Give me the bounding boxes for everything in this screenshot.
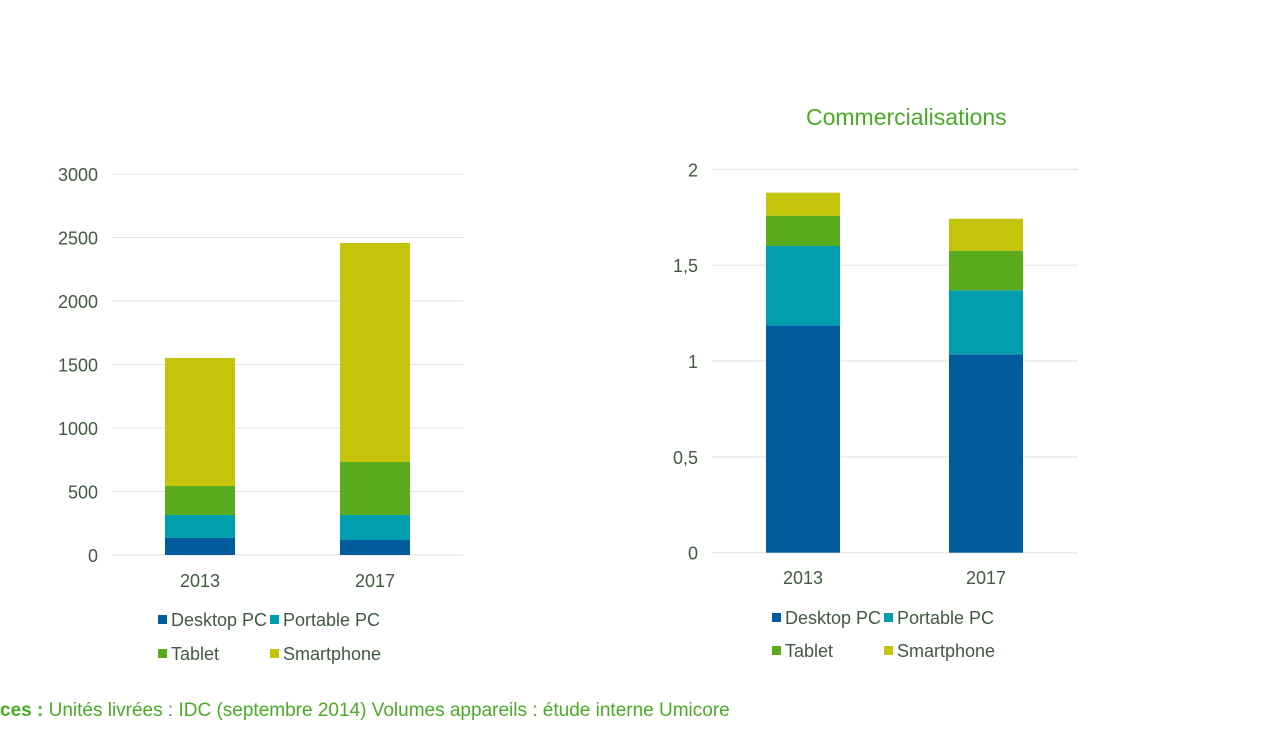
x-tick-label: 2013 [783, 568, 823, 588]
y-tick-label: 1 [688, 352, 698, 372]
y-tick-label: 2500 [58, 229, 98, 249]
legend-swatch [158, 649, 167, 658]
bar-segment-tablet-2013 [766, 215, 840, 246]
bar-segment-tablet-2017 [340, 462, 410, 515]
sources-label: ces : [0, 700, 44, 721]
y-tick-label: 1000 [58, 419, 98, 439]
y-tick-label: 2000 [58, 292, 98, 312]
bar-segment-portable-pc-2013 [165, 514, 235, 538]
y-tick-label: 1500 [58, 356, 98, 376]
legend-label: Portable PC [283, 610, 380, 630]
legend-label: Tablet [785, 641, 833, 661]
legend-label: Portable PC [897, 608, 994, 628]
x-tick-label: 2013 [180, 571, 220, 591]
legend-swatch [772, 613, 781, 622]
legend-swatch [270, 615, 279, 624]
legend-label: Smartphone [283, 644, 381, 664]
bar-segment-portable-pc-2013 [766, 245, 840, 326]
bar-segment-desktop-pc-2013 [165, 537, 235, 555]
bar-segment-tablet-2017 [949, 250, 1023, 291]
x-tick-label: 2017 [966, 568, 1006, 588]
bar-segment-desktop-pc-2017 [340, 540, 410, 555]
bar-segment-smartphone-2017 [340, 242, 410, 463]
chart-title: Commercialisations [806, 104, 1007, 130]
y-tick-label: 3000 [58, 165, 98, 185]
y-tick-label: 0,5 [673, 448, 698, 468]
sources-text: Unités livrées : IDC (septembre 2014) Vo… [43, 700, 730, 721]
y-tick-label: 0 [88, 546, 98, 566]
bar-segment-smartphone-2013 [165, 358, 235, 487]
y-tick-label: 500 [68, 483, 98, 503]
bar-segment-tablet-2013 [165, 486, 235, 515]
bar-segment-portable-pc-2017 [949, 290, 1023, 355]
bar-segment-smartphone-2013 [766, 192, 840, 216]
legend-swatch [772, 646, 781, 655]
bar-segment-desktop-pc-2013 [766, 325, 840, 553]
legend-swatch [158, 615, 167, 624]
y-tick-label: 2 [688, 160, 698, 180]
y-tick-label: 1,5 [673, 256, 698, 276]
legend-swatch [270, 649, 279, 658]
legend-label: Desktop PC [171, 610, 267, 630]
legend-label: Smartphone [897, 641, 995, 661]
legend-swatch [884, 646, 893, 655]
bar-segment-desktop-pc-2017 [949, 354, 1023, 553]
y-tick-label: 0 [688, 544, 698, 564]
legend-swatch [884, 613, 893, 622]
sources-footer: ces : Unités livrées : IDC (septembre 20… [0, 700, 730, 722]
legend-label: Tablet [171, 644, 219, 664]
x-tick-label: 2017 [355, 571, 395, 591]
bar-segment-portable-pc-2017 [340, 514, 410, 541]
bar-segment-smartphone-2017 [949, 218, 1023, 251]
legend-label: Desktop PC [785, 608, 881, 628]
